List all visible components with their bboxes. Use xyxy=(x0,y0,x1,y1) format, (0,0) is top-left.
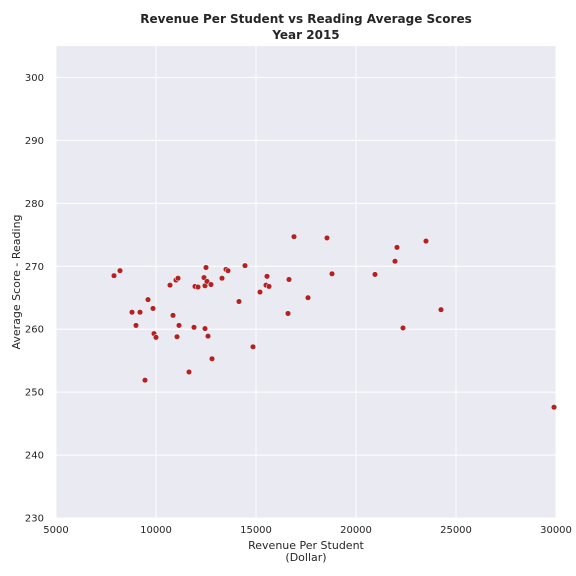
data-point xyxy=(190,324,198,331)
x-tick-label: 5000 xyxy=(43,525,68,536)
data-point xyxy=(203,278,211,285)
data-point xyxy=(208,355,216,362)
data-point xyxy=(173,333,181,340)
data-point xyxy=(235,298,243,305)
data-point xyxy=(550,404,558,411)
data-point xyxy=(284,310,292,317)
data-point xyxy=(152,334,160,341)
data-point xyxy=(202,264,210,271)
y-tick-label: 290 xyxy=(25,136,44,147)
data-point xyxy=(141,377,149,384)
plot-area xyxy=(56,46,556,518)
y-tick-label: 250 xyxy=(25,388,44,399)
data-point xyxy=(224,267,232,274)
data-point xyxy=(249,343,257,350)
x-axis-unit-label: (Dollar) xyxy=(285,551,326,564)
data-point xyxy=(263,273,271,280)
data-point xyxy=(304,294,312,301)
data-point xyxy=(218,275,226,282)
y-tick-label: 270 xyxy=(25,262,44,273)
y-axis-label: Average Score - Reading xyxy=(10,214,23,349)
grid-lines xyxy=(55,46,557,519)
x-tick-labels: 5000 10000 15000 20000 25000 30000 xyxy=(43,525,572,536)
data-point xyxy=(285,276,293,283)
y-tick-label: 280 xyxy=(25,199,44,210)
y-tick-label: 300 xyxy=(25,73,44,84)
data-point xyxy=(185,368,193,376)
y-tick-label: 240 xyxy=(25,451,44,462)
data-point xyxy=(175,322,183,329)
data-point xyxy=(265,283,273,290)
data-point xyxy=(132,322,140,329)
data-point xyxy=(110,272,118,279)
data-point xyxy=(437,306,445,313)
data-point xyxy=(290,233,298,240)
data-point xyxy=(323,234,331,241)
y-tick-label: 230 xyxy=(25,514,44,525)
data-point xyxy=(169,312,177,319)
data-point xyxy=(166,282,174,289)
data-point xyxy=(128,309,136,316)
data-point xyxy=(116,267,124,274)
chart-subtitle: Year 2015 xyxy=(271,28,339,42)
data-point xyxy=(144,296,152,303)
x-tick-label: 30000 xyxy=(540,525,572,536)
data-point xyxy=(371,271,379,278)
data-point xyxy=(204,333,212,340)
data-point xyxy=(256,289,264,296)
data-point xyxy=(136,309,144,316)
data-point xyxy=(149,305,157,312)
data-point xyxy=(201,325,209,332)
y-tick-label: 260 xyxy=(25,325,44,336)
data-point xyxy=(393,244,401,251)
x-tick-label: 15000 xyxy=(240,525,272,536)
data-points xyxy=(110,233,558,411)
data-point xyxy=(194,283,202,291)
chart-title: Revenue Per Student vs Reading Average S… xyxy=(140,12,471,26)
x-tick-label: 20000 xyxy=(340,525,372,536)
data-point xyxy=(174,275,182,282)
data-point xyxy=(391,258,399,265)
x-tick-label: 25000 xyxy=(440,525,472,536)
x-tick-label: 10000 xyxy=(140,525,172,536)
data-point xyxy=(328,270,336,277)
x-axis-label: Revenue Per Student xyxy=(248,539,364,552)
y-tick-labels: 230 240 250 260 270 280 290 300 xyxy=(25,73,44,525)
data-point xyxy=(422,238,430,245)
data-point xyxy=(399,324,407,331)
data-point xyxy=(241,262,249,269)
data-point xyxy=(207,281,215,288)
